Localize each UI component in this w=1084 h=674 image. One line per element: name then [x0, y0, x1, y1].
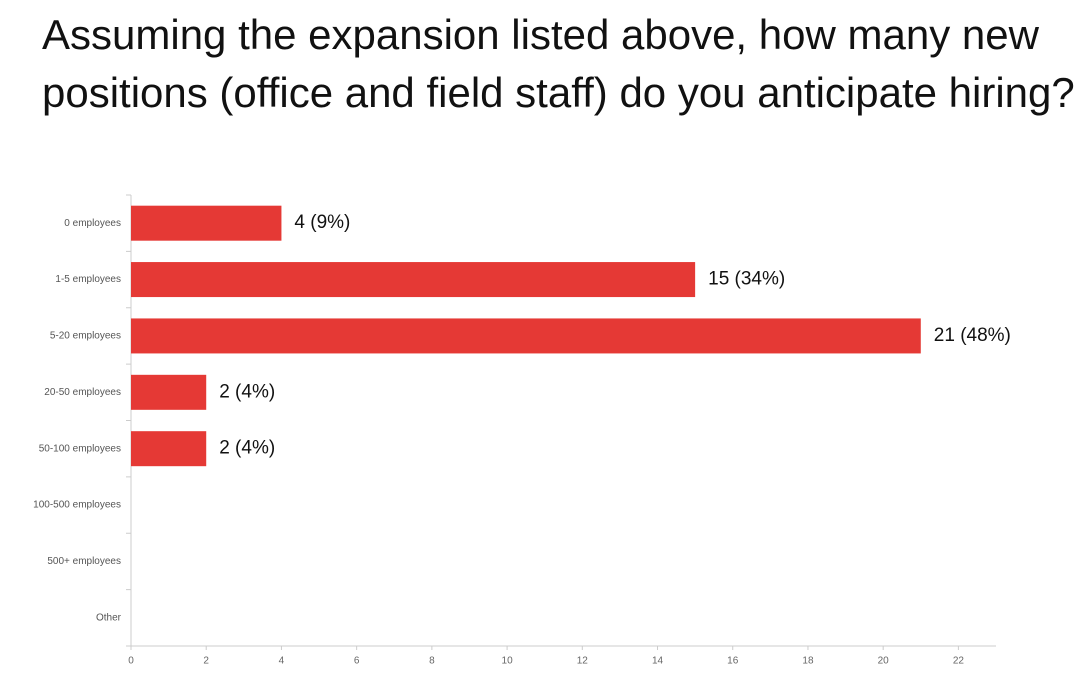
- x-tick-label: 12: [577, 656, 589, 667]
- x-tick-label: 8: [429, 656, 435, 667]
- x-tick-label: 2: [203, 656, 209, 667]
- y-tick-label: 20-50 employees: [44, 387, 121, 398]
- y-tick-label: Other: [96, 612, 122, 623]
- value-label: 2 (4%): [219, 438, 275, 459]
- value-label: 2 (4%): [219, 381, 275, 402]
- y-tick-label: 1-5 employees: [55, 274, 121, 285]
- x-tick-label: 4: [279, 656, 285, 667]
- bar: [131, 374, 207, 410]
- y-tick-label: 500+ employees: [47, 556, 121, 567]
- x-tick-label: 0: [128, 656, 134, 667]
- bar: [131, 262, 696, 298]
- x-tick-label: 20: [878, 656, 890, 667]
- x-tick-label: 14: [652, 656, 664, 667]
- x-tick-label: 16: [727, 656, 739, 667]
- x-tick-label: 10: [502, 656, 514, 667]
- value-label: 15 (34%): [708, 269, 785, 290]
- bar: [131, 318, 921, 354]
- bar: [131, 431, 207, 467]
- chart-title: Assuming the expansion listed above, how…: [42, 11, 1075, 116]
- x-tick-label: 18: [802, 656, 814, 667]
- y-tick-label: 50-100 employees: [39, 443, 121, 454]
- x-tick-label: 6: [354, 656, 360, 667]
- x-tick-label: 22: [953, 656, 965, 667]
- y-tick-label: 5-20 employees: [50, 331, 121, 342]
- value-label: 21 (48%): [934, 325, 1011, 346]
- value-label: 4 (9%): [294, 212, 350, 233]
- y-tick-label: 100-500 employees: [33, 500, 121, 511]
- bar: [131, 205, 282, 241]
- y-tick-label: 0 employees: [64, 218, 121, 229]
